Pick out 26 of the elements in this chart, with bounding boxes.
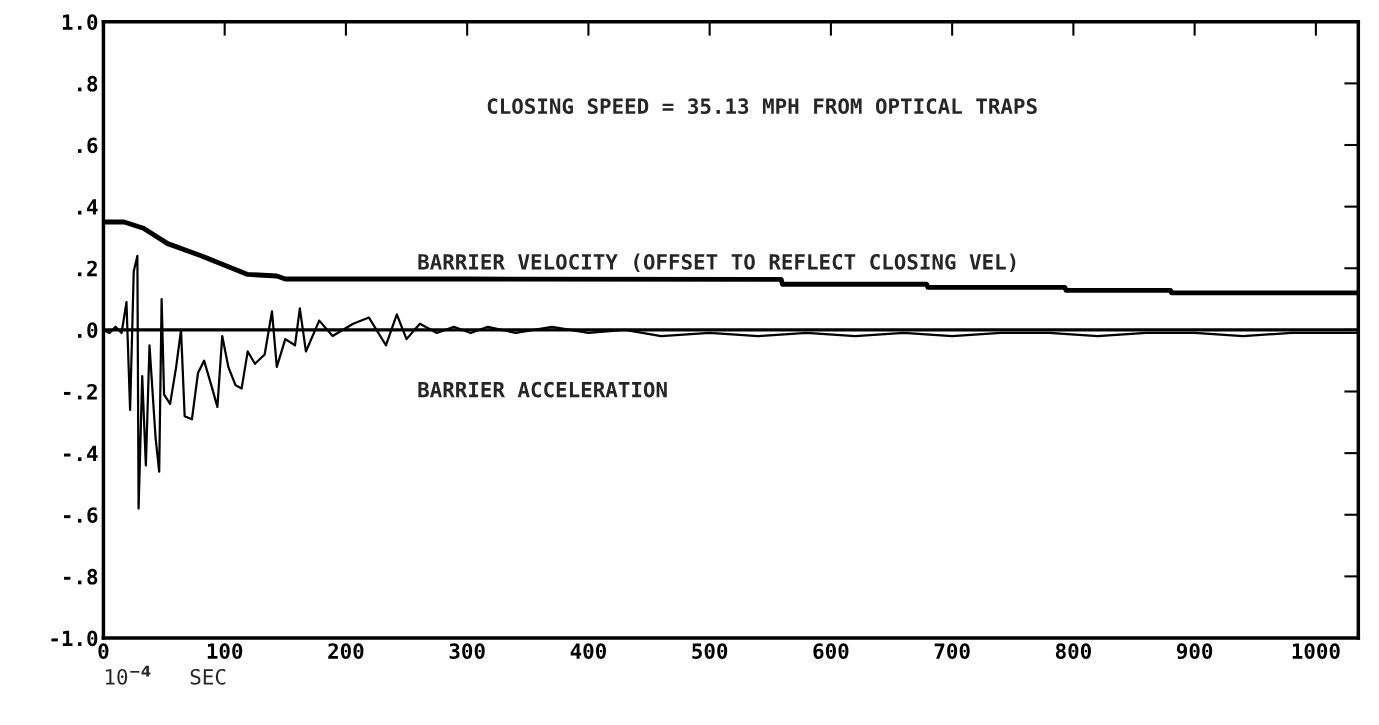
y-tick-label: .0 — [78, 322, 98, 339]
y-tick-label: .2 — [78, 260, 97, 277]
x-tick-label: 600 — [813, 643, 849, 660]
x-tick-label: 700 — [934, 643, 970, 659]
text: 10$^{−4}$ SEC — [105, 665, 226, 685]
x-tick-label: 800 — [1055, 643, 1091, 659]
y-tick-label: -.4 — [64, 445, 98, 462]
y-tick-label: .6 — [78, 137, 98, 154]
y-tick-label: -1.0 — [51, 630, 98, 647]
series-label: BARRIER VELOCITY (OFFSET TO REFLECT CLOSING VEL) — [418, 253, 1016, 273]
y-tick-label: -.6 — [64, 507, 98, 523]
y-tick-label: -.8 — [64, 568, 98, 585]
text: BARRIER ACCELERATION — [418, 381, 667, 398]
x-tick-label: 200 — [328, 643, 364, 659]
y-tick-label: -.2 — [64, 383, 97, 400]
x-tick-label: 500 — [692, 643, 728, 659]
x-tick-label: 1000 — [1292, 643, 1340, 659]
y-tick-label: 1.0 — [62, 14, 98, 30]
x-tick-label: 900 — [1176, 643, 1213, 660]
y-tick-label: .8 — [78, 75, 98, 92]
x-tick-label: 300 — [449, 643, 485, 659]
x-tick-label: 100 — [207, 643, 243, 659]
annotation: CLOSING SPEED = 35.13 MPH FROM OPTICAL TRAPS — [487, 98, 1037, 115]
x-tick-label: 400 — [570, 643, 606, 659]
x-tick-label: 0 — [98, 643, 109, 659]
y-tick-label: .4 — [78, 199, 98, 215]
